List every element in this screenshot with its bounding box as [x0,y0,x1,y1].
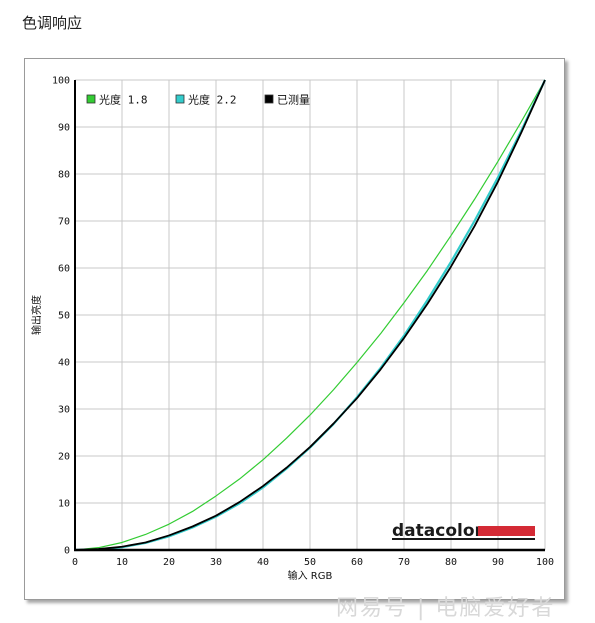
legend: 光度 1.8 光度 2.2 已测量 [86,93,310,107]
y-tick-label: 40 [58,358,70,369]
y-axis-label: 输出亮度 [30,295,43,335]
series-lines [74,79,546,552]
y-tick-label: 20 [58,452,70,463]
brand-bar [478,526,535,536]
x-tick-label: 100 [536,557,554,568]
x-tick-label: 0 [72,557,78,568]
y-tick-label: 60 [58,264,70,275]
legend-swatch [264,94,274,104]
x-tick-label: 50 [304,557,316,568]
page-title: 色调响应 [22,14,83,32]
y-tick-label: 10 [58,499,70,510]
legend-item-2: 光度 2.2 [175,93,237,107]
y-tick-label: 30 [58,405,70,416]
y-tick-label: 0 [64,546,70,557]
series-line-3 [74,79,546,551]
watermark: 网易号 | 电脑爱好者 [336,596,556,621]
x-tick-label: 10 [116,557,128,568]
x-axis-label: 输入 RGB [288,569,333,582]
x-tick-label: 80 [445,557,457,568]
y-tick-label: 70 [58,217,70,228]
x-tick-label: 90 [492,557,504,568]
legend-item-1: 光度 1.8 [86,93,148,107]
datacolor-logo: datacolor [392,521,535,541]
legend-label: 光度 1.8 [99,93,148,107]
legend-label: 光度 2.2 [188,93,237,107]
tick-labels: 0 10 20 30 40 50 60 70 80 90 100 0 10 20 30 40 50 60 70 80 9… [52,76,554,569]
axes [74,80,545,552]
x-tick-label: 70 [398,557,410,568]
x-tick-label: 30 [210,557,222,568]
y-tick-label: 90 [58,123,70,134]
series-line-1 [74,79,546,551]
x-tick-label: 20 [163,557,175,568]
y-tick-label: 100 [52,76,70,87]
legend-swatch [86,94,96,104]
x-tick-label: 40 [257,557,269,568]
legend-item-3: 已测量 [264,94,310,107]
x-tick-label: 60 [351,557,363,568]
brand-name: datacolor [392,521,484,541]
brand-underline [392,538,535,540]
tone-response-chart: 0 10 20 30 40 50 60 70 80 90 100 0 10 20 30 40 50 60 70 80 9… [30,76,554,583]
chart-panel: 0 10 20 30 40 50 60 70 80 90 100 0 10 20 30 40 50 60 70 80 9… [24,58,565,600]
y-tick-label: 80 [58,170,70,181]
legend-swatch [175,94,185,104]
y-tick-label: 50 [58,311,70,322]
legend-label: 已测量 [277,94,310,107]
grid [75,79,546,550]
